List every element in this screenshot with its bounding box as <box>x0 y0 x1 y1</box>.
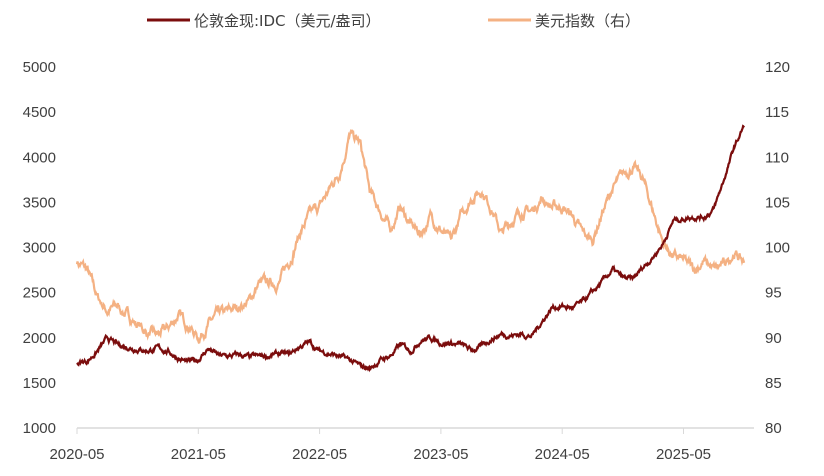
legend-label-dxy: 美元指数（右） <box>535 12 640 30</box>
y-left-tick-label: 4000 <box>23 149 56 166</box>
y-left-tick-label: 4500 <box>23 104 56 121</box>
y-right-tick-label: 110 <box>765 149 789 166</box>
y-right-tick-label: 80 <box>765 420 782 437</box>
y-left-tick-label: 1500 <box>23 375 56 392</box>
y-right-tick-label: 115 <box>765 104 789 121</box>
x-tick-label: 2024-05 <box>535 446 590 463</box>
x-tick-label: 2020-05 <box>49 446 104 463</box>
x-tick-label: 2021-05 <box>171 446 226 463</box>
y-right-tick-label: 105 <box>765 194 790 211</box>
y-right-tick-label: 100 <box>765 240 790 257</box>
x-tick-label: 2025-05 <box>656 446 711 463</box>
y-left-tick-label: 3000 <box>23 240 56 257</box>
y-left-tick-label: 1000 <box>23 420 56 437</box>
y-left-tick-label: 5000 <box>23 59 56 76</box>
y-left-tick-label: 2000 <box>23 330 56 347</box>
y-right-tick-label: 95 <box>765 285 782 302</box>
series-line-dxy <box>75 128 746 344</box>
legend-label-gold: 伦敦金现:IDC（美元/盎司） <box>194 12 381 30</box>
y-left-tick-label: 2500 <box>23 285 56 302</box>
y-left-tick-label: 3500 <box>23 194 56 211</box>
series-line-gold <box>76 124 745 373</box>
y-right-tick-label: 120 <box>765 59 790 76</box>
y-right-tick-label: 85 <box>765 375 782 392</box>
legend: 伦敦金现:IDC（美元/盎司） 美元指数（右） <box>147 12 640 30</box>
y-right-tick-label: 90 <box>765 330 782 347</box>
x-tick-label: 2023-05 <box>413 446 468 463</box>
x-tick-label: 2022-05 <box>292 446 347 463</box>
